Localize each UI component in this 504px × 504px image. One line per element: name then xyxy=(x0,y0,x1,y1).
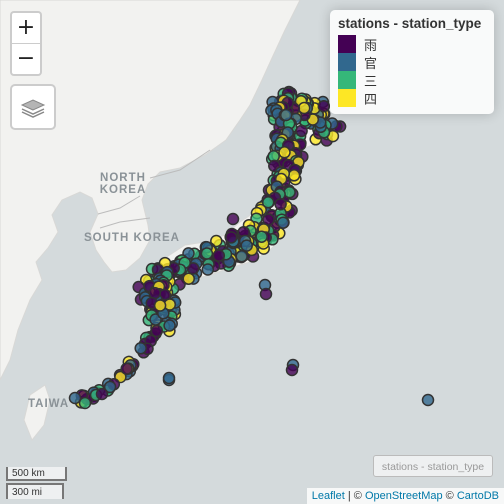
station-markers[interactable] xyxy=(68,85,435,410)
legend-toggle-button[interactable]: stations - station_type xyxy=(373,455,493,477)
legend-item: 雨 xyxy=(338,35,486,53)
legend-item: 官 xyxy=(338,53,486,71)
taiwan-island xyxy=(23,384,51,441)
taiwan-label: TAIWA xyxy=(28,398,70,410)
legend-title: stations - station_type xyxy=(338,16,482,31)
attribution-sep1: | © xyxy=(344,490,365,502)
station-marker[interactable] xyxy=(78,396,92,410)
station-marker[interactable] xyxy=(212,249,226,262)
legend-swatch xyxy=(338,89,356,107)
station-marker[interactable] xyxy=(235,250,248,263)
station-marker[interactable] xyxy=(68,391,82,405)
station-marker[interactable] xyxy=(153,299,167,312)
osm-link[interactable]: OpenStreetMap xyxy=(364,490,443,502)
zoom-in-button[interactable]: + xyxy=(16,15,36,40)
scale-bar-km: 500 km xyxy=(6,467,67,481)
legend-swatch xyxy=(338,53,356,71)
legend: stations - station_type 雨官三四 xyxy=(330,10,494,114)
legend-label: 官 xyxy=(364,55,378,71)
carto-link[interactable]: CartoDB xyxy=(456,490,499,502)
station-marker[interactable] xyxy=(120,362,133,375)
station-marker[interactable] xyxy=(261,196,275,209)
legend-swatch xyxy=(338,35,356,53)
north-korea-label: NORTH KOREA xyxy=(98,172,148,196)
station-marker[interactable] xyxy=(295,124,308,138)
station-marker[interactable] xyxy=(421,393,435,407)
station-marker[interactable] xyxy=(226,212,240,226)
legend-item: 四 xyxy=(338,89,486,107)
south-korea-label: SOUTH KOREA xyxy=(84,232,180,244)
layers-icon xyxy=(20,99,46,118)
mainland-asia xyxy=(0,0,301,381)
station-marker[interactable] xyxy=(201,263,215,276)
legend-label: 四 xyxy=(364,91,378,107)
zoom-control: + − xyxy=(10,11,42,76)
station-marker[interactable] xyxy=(103,380,117,394)
station-marker[interactable] xyxy=(255,230,268,243)
station-marker[interactable] xyxy=(163,319,176,332)
station-marker[interactable] xyxy=(134,342,147,355)
legend-label: 三 xyxy=(364,73,378,89)
country-borders xyxy=(97,149,211,229)
legend-item: 三 xyxy=(338,71,486,89)
scale-bar-mi: 300 mi xyxy=(6,483,64,499)
layers-button[interactable] xyxy=(10,84,56,130)
station-marker[interactable] xyxy=(259,287,273,301)
station-marker[interactable] xyxy=(274,197,287,211)
station-marker[interactable] xyxy=(150,324,164,338)
legend-swatch xyxy=(338,71,356,89)
leaflet-link[interactable]: Leaflet xyxy=(311,490,345,502)
station-marker[interactable] xyxy=(162,371,176,385)
station-marker[interactable] xyxy=(279,108,293,122)
station-marker[interactable] xyxy=(285,363,299,377)
station-marker[interactable] xyxy=(278,146,291,159)
station-marker[interactable] xyxy=(283,185,296,199)
zoom-out-button[interactable]: − xyxy=(12,43,40,74)
station-marker[interactable] xyxy=(95,387,109,401)
station-marker[interactable] xyxy=(182,272,195,285)
station-marker[interactable] xyxy=(317,99,331,113)
attribution: Leaflet | © OpenStreetMap © CartoDB xyxy=(306,488,504,504)
station-marker[interactable] xyxy=(224,231,238,244)
station-marker[interactable] xyxy=(240,239,253,252)
north-korea-label-line2: KOREA xyxy=(99,184,147,196)
station-marker[interactable] xyxy=(287,169,301,182)
north-korea-label-line1: NORTH xyxy=(100,172,146,184)
station-marker[interactable] xyxy=(200,247,214,260)
legend-label: 雨 xyxy=(364,37,378,53)
station-marker[interactable] xyxy=(262,213,275,226)
station-marker[interactable] xyxy=(186,262,200,275)
attribution-sep2: © xyxy=(442,490,457,502)
station-marker[interactable] xyxy=(276,216,290,229)
